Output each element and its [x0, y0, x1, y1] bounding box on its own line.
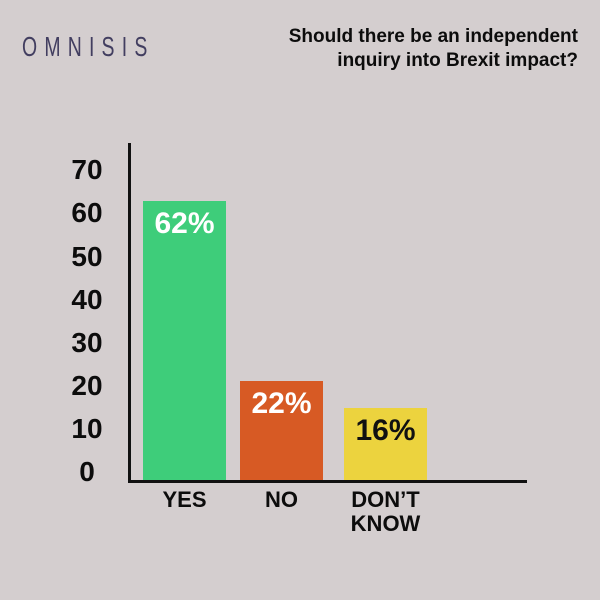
- y-tick-label: 50: [71, 240, 103, 272]
- bar-value-label: 22%: [251, 387, 312, 420]
- y-tick-label: 60: [71, 197, 103, 229]
- y-tick-label: 20: [71, 369, 103, 401]
- y-axis-line: [128, 143, 131, 483]
- bar: 16%: [344, 408, 427, 480]
- x-axis-line: [128, 480, 527, 483]
- bar: 62%: [143, 201, 226, 480]
- brand-logo: OMNISIS: [22, 31, 155, 63]
- y-tick-label: 40: [71, 283, 103, 315]
- y-tick-label: 30: [71, 326, 103, 358]
- y-tick-label: 70: [71, 154, 103, 186]
- category-label: DON’T KNOW: [350, 487, 421, 536]
- y-tick-label: 0: [79, 456, 95, 487]
- category-label: YES: [162, 487, 207, 512]
- bar-value-label: 62%: [154, 207, 215, 240]
- bar: 22%: [240, 381, 323, 480]
- category-label: NO: [265, 487, 298, 512]
- bar-value-label: 16%: [355, 414, 416, 447]
- chart-title: Should there be an independent inquiry i…: [288, 26, 578, 71]
- y-tick-label: 10: [71, 412, 103, 444]
